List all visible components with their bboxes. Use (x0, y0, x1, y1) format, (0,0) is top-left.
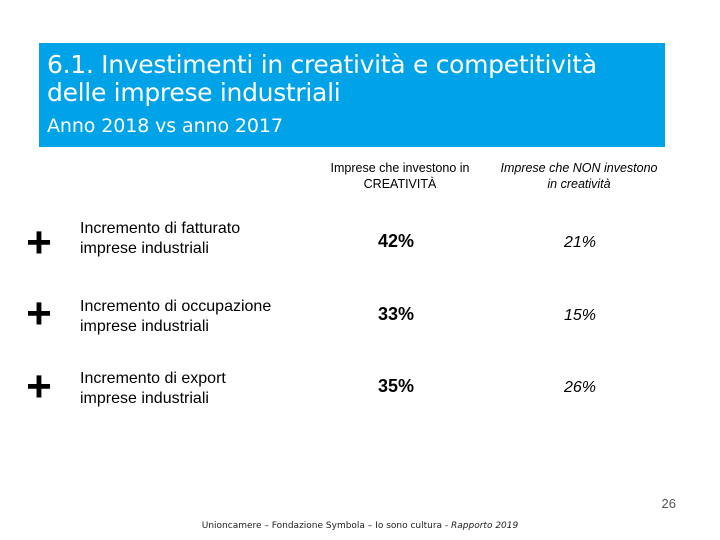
row-label-line: Incremento di export (80, 370, 226, 387)
page-subtitle: Anno 2018 vs anno 2017 (47, 115, 283, 137)
value-creative-employment: 33% (377, 304, 415, 324)
column-header-creative-line-2: CREATIVITÀ (363, 177, 437, 191)
plus-icon: + (26, 362, 52, 411)
row-label-line: Incremento di fatturato (80, 220, 241, 237)
page-title-line-2: delle imprese industriali (47, 78, 341, 107)
column-header-non-creative: Imprese che NON investono in creatività (486, 160, 672, 192)
page-title-line-1: 6.1. Investimenti in creatività e compet… (47, 50, 597, 79)
row-label-export: Incremento di export imprese industriali (80, 369, 320, 409)
column-header-creative-line-1: Imprese che investono in (330, 161, 470, 175)
plus-icon: + (26, 289, 52, 338)
footer-report: Rapporto 2019 (451, 521, 519, 531)
row-label-line: Incremento di occupazione (80, 298, 272, 315)
value-non-creative-turnover: 21% (563, 234, 597, 251)
value-creative-export: 35% (377, 376, 415, 396)
footer-credit: Unioncamere – Fondazione Symbola – Io so… (150, 521, 570, 531)
value-non-creative-employment: 15% (563, 307, 597, 324)
row-label-employment: Incremento di occupazione imprese indust… (80, 297, 320, 337)
row-label-line: imprese industriali (80, 390, 209, 407)
value-non-creative-export: 26% (563, 379, 597, 396)
column-header-non-creative-line-1: Imprese che NON investono (500, 161, 658, 175)
footer-text: Unioncamere – Fondazione Symbola – Io so… (201, 521, 452, 531)
row-label-turnover: Incremento di fatturato imprese industri… (80, 219, 320, 259)
column-header-creative: Imprese che investono in CREATIVITÀ (308, 160, 492, 192)
row-label-line: imprese industriali (80, 240, 209, 257)
column-header-non-creative-line-2: in creatività (547, 177, 611, 191)
row-label-line: imprese industriali (80, 318, 209, 335)
value-creative-turnover: 42% (377, 231, 415, 251)
plus-icon: + (26, 218, 52, 267)
page-number: 26 (661, 496, 676, 511)
title-banner: 6.1. Investimenti in creatività e compet… (39, 43, 665, 147)
